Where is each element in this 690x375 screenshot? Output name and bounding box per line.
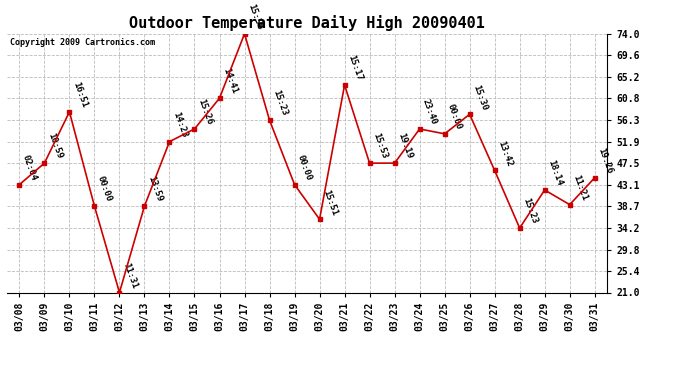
Text: 15:56: 15:56 — [246, 3, 264, 31]
Text: 15:23: 15:23 — [521, 197, 539, 225]
Text: 10:59: 10:59 — [46, 132, 63, 160]
Text: 00:00: 00:00 — [446, 103, 464, 131]
Text: 11:31: 11:31 — [121, 261, 139, 290]
Text: 15:23: 15:23 — [271, 89, 288, 117]
Text: 15:26: 15:26 — [196, 98, 213, 126]
Title: Outdoor Temperature Daily High 20090401: Outdoor Temperature Daily High 20090401 — [129, 15, 485, 31]
Text: 18:14: 18:14 — [546, 159, 564, 187]
Text: 15:30: 15:30 — [471, 83, 489, 111]
Text: 15:51: 15:51 — [321, 188, 339, 216]
Text: 14:23: 14:23 — [171, 111, 188, 139]
Text: 13:59: 13:59 — [146, 175, 164, 203]
Text: 16:51: 16:51 — [71, 81, 88, 109]
Text: 00:00: 00:00 — [296, 153, 313, 182]
Text: 15:53: 15:53 — [371, 132, 388, 160]
Text: 13:42: 13:42 — [496, 140, 513, 168]
Text: 14:41: 14:41 — [221, 67, 239, 95]
Text: 00:00: 00:00 — [96, 175, 113, 203]
Text: 11:21: 11:21 — [571, 174, 589, 202]
Text: 15:17: 15:17 — [346, 54, 364, 82]
Text: 23:40: 23:40 — [421, 98, 439, 126]
Text: 19:19: 19:19 — [396, 132, 413, 160]
Text: Copyright 2009 Cartronics.com: Copyright 2009 Cartronics.com — [10, 38, 155, 46]
Text: 02:04: 02:04 — [21, 153, 39, 182]
Text: 19:26: 19:26 — [596, 147, 613, 175]
